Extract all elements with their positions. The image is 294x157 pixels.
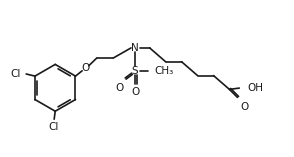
Text: O: O [116, 83, 124, 93]
Text: Cl: Cl [11, 69, 21, 79]
Text: O: O [240, 102, 249, 112]
Text: Cl: Cl [48, 122, 58, 132]
Text: N: N [131, 43, 139, 53]
Text: S: S [132, 65, 138, 76]
Text: O: O [81, 63, 90, 73]
Text: CH₃: CH₃ [154, 65, 174, 76]
Text: O: O [131, 87, 139, 97]
Text: OH: OH [248, 83, 264, 93]
